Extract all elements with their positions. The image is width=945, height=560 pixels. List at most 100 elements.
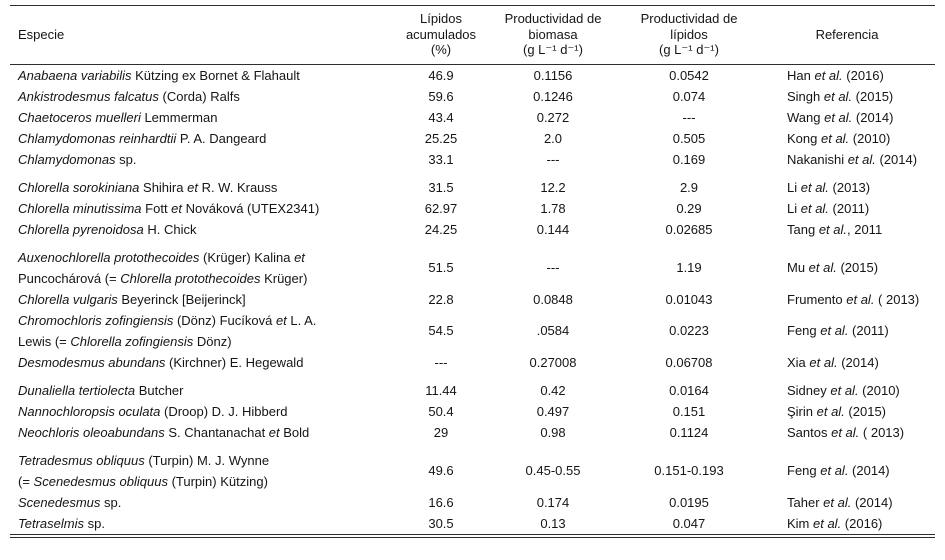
species-cell: Tetraselmis sp. — [18, 515, 105, 531]
lipid-productivity-cell: 2.9 — [679, 179, 699, 195]
reference-cell: Nakanishi et al. (2014) — [787, 151, 918, 167]
biomass-productivity-cell: 1.78 — [540, 200, 566, 216]
table-row: Neochloris oleoabundans S. Chantanachat … — [10, 422, 935, 443]
species-cell: Chlorella pyrenoidosa H. Chick — [18, 221, 197, 237]
table-row: Anabaena variabilis Kützing ex Bornet & … — [10, 64, 935, 86]
biomass-productivity-cell: 0.42 — [540, 382, 566, 398]
table-row: Chlorella vulgaris Beyerinck [Beijerinck… — [10, 289, 935, 310]
reference-cell: Li et al. (2013) — [787, 179, 871, 195]
header-referencia: Referencia — [759, 5, 935, 65]
reference-cell: Singh et al. (2015) — [787, 88, 894, 104]
species-cell: Neochloris oleoabundans S. Chantanachat … — [18, 424, 310, 440]
species-cell: Chlorella vulgaris Beyerinck [Beijerinck… — [18, 291, 246, 307]
lipids-accumulated-cell: 51.5 — [428, 260, 454, 275]
reference-cell: Xia et al. (2014) — [787, 354, 879, 370]
reference-cell: Han et al. (2016) — [787, 67, 884, 83]
table-row: Desmodesmus abundans (Kirchner) E. Hegew… — [10, 352, 935, 373]
biomass-productivity-cell: 2.0 — [543, 130, 563, 146]
lipid-productivity-cell: --- — [682, 109, 696, 125]
lipids-accumulated-cell: 46.9 — [428, 67, 454, 83]
header-productividad-biomasa: Productividad de biomasa (g L⁻¹ d⁻¹) — [487, 5, 619, 65]
table-row: Chromochloris zofingiensis (Dönz) Fucíko… — [10, 310, 935, 352]
lipid-productivity-cell: 0.0195 — [669, 494, 709, 510]
table-header: Especie Lípidos acumulados (%) Productiv… — [10, 5, 935, 65]
lipid-productivity-cell: 0.0223 — [669, 323, 709, 338]
species-cell: Chlorella minutissima Fott et Nováková (… — [18, 200, 320, 216]
biomass-productivity-cell: 0.174 — [536, 494, 570, 510]
reference-cell: Mu et al. (2015) — [787, 260, 879, 275]
lipids-accumulated-cell: --- — [434, 354, 448, 370]
species-cell: Scenedesmus sp. — [18, 494, 122, 510]
reference-cell: Sidney et al. (2010) — [787, 382, 900, 398]
species-cell: Dunaliella tertiolecta Butcher — [18, 382, 184, 398]
biomass-productivity-cell: 0.272 — [536, 109, 570, 125]
biomass-productivity-cell: 0.1156 — [533, 67, 573, 83]
lipids-accumulated-cell: 59.6 — [428, 88, 454, 104]
species-cell: Desmodesmus abundans (Kirchner) E. Hegew… — [18, 354, 304, 370]
table-body: Anabaena variabilis Kützing ex Bornet & … — [10, 64, 935, 534]
biomass-productivity-cell: --- — [546, 260, 560, 275]
lipids-accumulated-cell: 11.44 — [425, 382, 457, 398]
lipid-productivity-cell: 0.0542 — [669, 67, 709, 83]
lipid-productivity-cell: 0.1124 — [669, 424, 709, 440]
table-row: Chlorella sorokiniana Shihira et R. W. K… — [10, 170, 935, 198]
species-cell: Auxenochlorella protothecoides (Krüger) … — [18, 249, 308, 286]
species-cell: Chlamydomonas reinhardtii P. A. Dangeard — [18, 130, 267, 146]
table-row: Tetradesmus obliquus (Turpin) M. J. Wynn… — [10, 443, 935, 492]
lipids-accumulated-cell: 49.6 — [428, 463, 454, 478]
lipids-accumulated-cell: 30.5 — [428, 515, 454, 531]
species-cell: Chaetoceros muelleri Lemmerman — [18, 109, 218, 125]
header-lipidos-acumulados: Lípidos acumulados (%) — [395, 5, 487, 65]
biomass-productivity-cell: 0.13 — [540, 515, 566, 531]
species-lipids-table: Especie Lípidos acumulados (%) Productiv… — [10, 5, 935, 535]
table-row: Chlorella minutissima Fott et Nováková (… — [10, 198, 935, 219]
table-row: Chlorella pyrenoidosa H. Chick 24.25 0.144… — [10, 219, 935, 240]
biomass-productivity-cell: 12.2 — [540, 179, 566, 195]
lipids-accumulated-cell: 29 — [433, 424, 449, 440]
biomass-productivity-cell: 0.0848 — [533, 291, 573, 307]
header-row: Especie Lípidos acumulados (%) Productiv… — [10, 5, 935, 65]
lipid-productivity-cell: 0.505 — [672, 130, 706, 146]
biomass-productivity-cell: .0584 — [536, 323, 570, 338]
lipid-productivity-cell: 0.169 — [672, 151, 706, 167]
biomass-productivity-cell: 0.144 — [536, 221, 570, 237]
table-row: Nannochloropsis oculata (Droop) D. J. Hi… — [10, 401, 935, 422]
table-bottom-rule: Especie Lípidos acumulados (%) Productiv… — [10, 5, 935, 538]
biomass-productivity-cell: 0.497 — [536, 403, 570, 419]
lipid-productivity-cell: 0.0164 — [669, 382, 709, 398]
lipid-productivity-cell: 0.151 — [672, 403, 706, 419]
lipids-accumulated-cell: 31.5 — [428, 179, 454, 195]
lipid-productivity-cell: 0.151-0.193 — [654, 463, 724, 478]
reference-cell: Wang et al. (2014) — [787, 109, 894, 125]
reference-cell: Tang et al., 2011 — [787, 221, 883, 237]
table-row: Dunaliella tertiolecta Butcher 11.44 0.42 0… — [10, 373, 935, 401]
lipids-accumulated-cell: 50.4 — [428, 403, 454, 419]
species-cell: Anabaena variabilis Kützing ex Bornet & … — [18, 67, 300, 83]
species-cell: Nannochloropsis oculata (Droop) D. J. Hi… — [18, 403, 288, 419]
lipid-productivity-cell: 0.02685 — [665, 221, 713, 237]
reference-cell: Li et al. (2011) — [787, 200, 870, 216]
lipid-productivity-cell: 0.074 — [672, 88, 706, 104]
reference-cell: Feng et al. (2014) — [787, 463, 890, 478]
species-cell: Ankistrodesmus falcatus (Corda) Ralfs — [18, 88, 240, 104]
lipids-accumulated-cell: 33.1 — [428, 151, 454, 167]
lipid-productivity-cell: 0.29 — [676, 200, 702, 216]
reference-cell: Taher et al. (2014) — [787, 494, 893, 510]
lipids-accumulated-cell: 22.8 — [428, 291, 454, 307]
table-row: Chlamydomonas sp. 33.1 --- 0.169 Nakanishi e… — [10, 149, 935, 170]
reference-cell: Feng et al. (2011) — [787, 323, 889, 338]
reference-cell: Frumento et al. ( 2013) — [787, 291, 920, 307]
reference-cell: Santos et al. ( 2013) — [787, 424, 905, 440]
lipids-accumulated-cell: 25.25 — [424, 130, 458, 146]
document-page: Especie Lípidos acumulados (%) Productiv… — [10, 5, 935, 538]
reference-cell: Kong et al. (2010) — [787, 130, 891, 146]
biomass-productivity-cell: --- — [546, 151, 560, 167]
table-row: Tetraselmis sp. 30.5 0.13 0.047 Kim et al. (… — [10, 513, 935, 535]
reference-cell: Kim et al. (2016) — [787, 515, 883, 531]
lipid-productivity-cell: 0.01043 — [665, 291, 713, 307]
species-cell: Tetradesmus obliquus (Turpin) M. J. Wynn… — [18, 452, 270, 489]
lipids-accumulated-cell: 62.97 — [424, 200, 458, 216]
header-especie: Especie — [10, 5, 395, 65]
lipids-accumulated-cell: 54.5 — [428, 323, 454, 338]
lipid-productivity-cell: 1.19 — [676, 260, 702, 275]
